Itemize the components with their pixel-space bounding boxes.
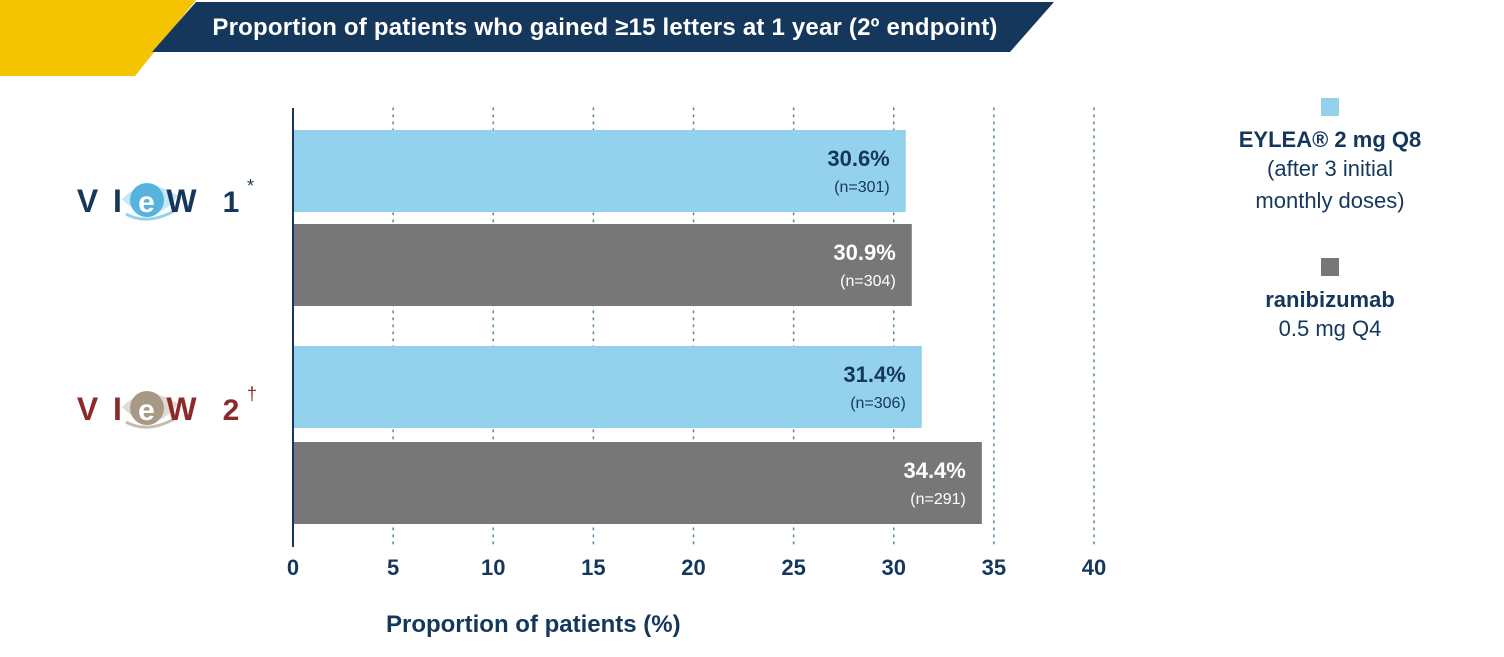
study-logo-letter: I	[113, 183, 123, 219]
x-tick-label: 5	[387, 555, 399, 580]
bar-n-label: (n=304)	[840, 273, 896, 290]
legend-ranibizumab-line1: 0.5 mg Q4	[1278, 316, 1382, 341]
eye-lid	[125, 416, 177, 429]
x-tick-label: 0	[287, 555, 299, 580]
bar-value-label: 30.6%	[827, 146, 889, 171]
legend-eylea-swatch	[1321, 98, 1339, 116]
study-number: 1	[223, 186, 240, 219]
bar	[293, 442, 982, 524]
x-tick-label: 25	[781, 555, 805, 580]
chart-title: Proportion of patients who gained ≥15 le…	[212, 14, 998, 41]
banner-shapes	[0, 0, 1054, 76]
study-logo-letter: V	[77, 183, 99, 219]
legend-eylea-name: EYLEA® 2 mg Q8	[1238, 127, 1422, 152]
study-logo-letter: e	[138, 186, 156, 219]
bar-n-label: (n=291)	[910, 491, 966, 508]
bar-n-label: (n=306)	[850, 395, 906, 412]
bar-value-label: 31.4%	[843, 362, 905, 387]
legend-ranibizumab: ranibizumab 0.5 mg Q4	[1225, 258, 1435, 345]
bar	[293, 346, 922, 428]
bar	[293, 224, 912, 306]
study-logo-letter: W	[166, 183, 197, 219]
bar-chart: 30.6% (n=301) 30.9% (n=304) 31.4% (n=306) 34.4…	[77, 107, 1106, 638]
bar-value-label: 34.4%	[903, 458, 965, 483]
legend-ranibizumab-name: ranibizumab	[1265, 287, 1395, 312]
bar-n-label: (n=301)	[834, 179, 890, 196]
study-number: 2	[223, 394, 240, 427]
study-logo-letter: V	[77, 391, 99, 427]
bar-value-label: 30.9%	[833, 240, 895, 265]
study-logo-letter: I	[113, 391, 123, 427]
banner-gold-accent	[0, 0, 196, 76]
eye-iris	[130, 391, 164, 425]
banner-navy-band	[152, 2, 1054, 52]
study-footnote-mark: †	[247, 384, 257, 404]
legend-eylea: EYLEA® 2 mg Q8 (after 3 initial monthly …	[1230, 98, 1430, 217]
study-logo-letter: e	[138, 394, 156, 427]
title-banner: Proportion of patients who gained ≥15 le…	[0, 0, 1060, 80]
legend-eylea-line1: (after 3 initial	[1267, 156, 1393, 181]
bar	[293, 130, 906, 212]
eye-lid	[125, 208, 177, 221]
x-tick-label: 35	[982, 555, 1006, 580]
study-logo-letter: W	[166, 391, 197, 427]
x-tick-label: 30	[882, 555, 906, 580]
legend-ranibizumab-swatch	[1321, 258, 1339, 276]
eye-iris	[130, 183, 164, 217]
x-tick-label: 15	[581, 555, 605, 580]
study-footnote-mark: *	[247, 176, 254, 196]
x-tick-label: 20	[681, 555, 705, 580]
x-axis-label: Proportion of patients (%)	[386, 611, 681, 638]
x-tick-label: 10	[481, 555, 505, 580]
legend-eylea-line2: monthly doses)	[1255, 188, 1405, 213]
x-tick-label: 40	[1082, 555, 1106, 580]
